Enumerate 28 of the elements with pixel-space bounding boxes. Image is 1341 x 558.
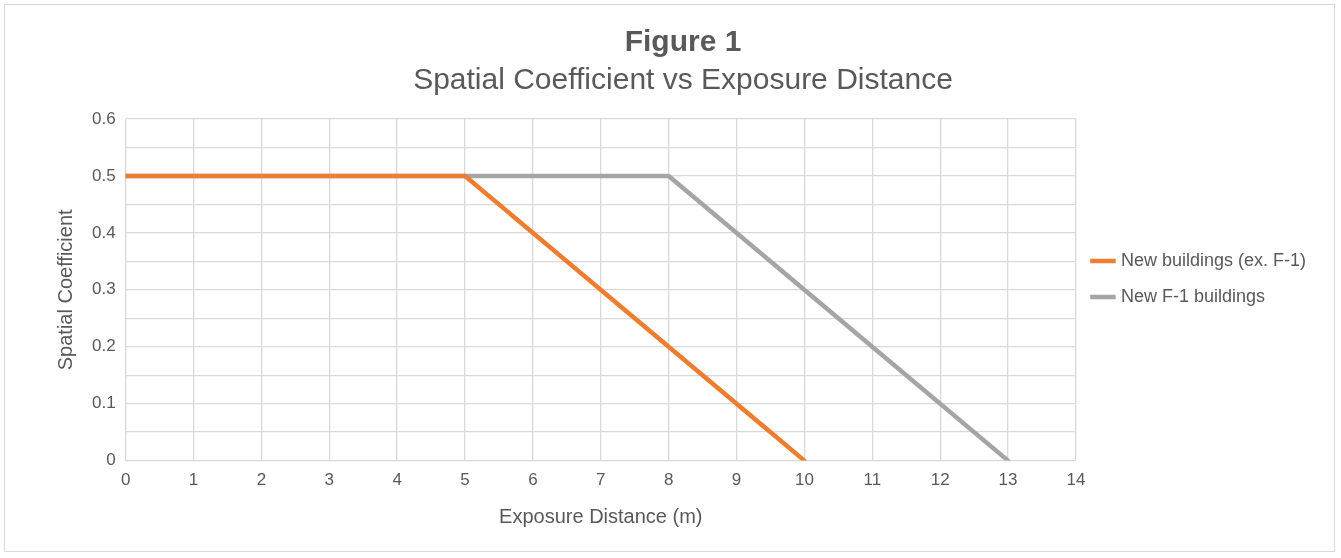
- x-tick-label: 6: [528, 470, 538, 490]
- y-axis-title: Spatial Coefficient: [53, 208, 76, 371]
- x-tick-label: 14: [1066, 470, 1086, 490]
- x-tick-label: 1: [188, 470, 199, 490]
- y-tick-label: 0.5: [91, 165, 116, 185]
- x-tick-label: 2: [256, 470, 267, 490]
- x-tick-label: 11: [863, 470, 882, 490]
- chart-title: Figure 1: [624, 24, 742, 58]
- x-tick-label: 5: [460, 470, 470, 490]
- x-tick-label: 4: [392, 470, 402, 490]
- x-tick-label: 12: [930, 470, 950, 490]
- x-tick-label: 10: [794, 470, 814, 490]
- x-tick-label: 9: [731, 470, 742, 490]
- y-tick-label: 0.3: [91, 279, 116, 299]
- legend-label: New buildings (ex. F-1): [1120, 249, 1306, 270]
- x-tick-label: 0: [120, 470, 131, 490]
- y-tick-label: 0.2: [91, 336, 116, 356]
- y-tick-label: 0.6: [91, 108, 116, 128]
- x-tick-label: 7: [596, 470, 606, 490]
- x-tick-label: 3: [324, 470, 334, 490]
- y-tick-label: 0.1: [91, 393, 116, 413]
- legend-label: New F-1 buildings: [1120, 285, 1265, 306]
- x-tick-label: 13: [998, 470, 1018, 490]
- y-tick-label: 0: [106, 450, 116, 470]
- chart-subtitle: Spatial Coefficient vs Exposure Distance: [413, 62, 953, 96]
- x-tick-label: 8: [663, 470, 674, 490]
- x-axis-title: Exposure Distance (m): [499, 504, 703, 527]
- y-tick-label: 0.4: [91, 222, 116, 242]
